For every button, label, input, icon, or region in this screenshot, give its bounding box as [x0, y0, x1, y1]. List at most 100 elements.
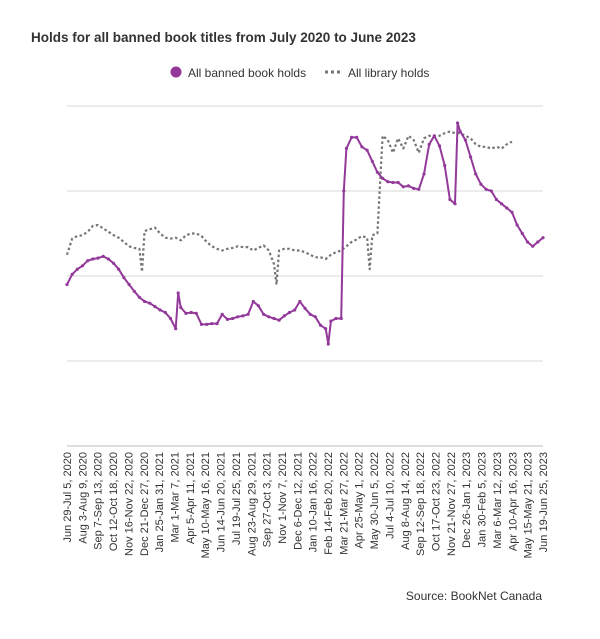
data-point-banned-holds[interactable]	[80, 264, 85, 268]
data-point-banned-holds[interactable]	[241, 314, 245, 318]
legend[interactable]: All banned book holds All library holds	[170, 66, 430, 80]
data-point-banned-holds[interactable]	[205, 322, 209, 326]
data-point-banned-holds[interactable]	[339, 316, 343, 321]
data-point-banned-holds[interactable]	[251, 299, 255, 304]
data-point-banned-holds[interactable]	[396, 180, 400, 185]
data-point-banned-holds[interactable]	[137, 295, 141, 299]
data-point-banned-holds[interactable]	[148, 301, 152, 305]
data-point-banned-holds[interactable]	[463, 138, 467, 142]
data-point-banned-holds[interactable]	[458, 129, 462, 134]
data-point-banned-holds[interactable]	[65, 282, 69, 287]
data-point-banned-holds[interactable]	[112, 261, 116, 265]
data-point-banned-holds[interactable]	[163, 310, 167, 315]
data-point-banned-holds[interactable]	[391, 180, 395, 185]
data-point-banned-holds[interactable]	[153, 305, 157, 309]
data-point-banned-holds[interactable]	[370, 159, 374, 163]
data-point-banned-holds[interactable]	[176, 291, 180, 295]
data-point-banned-holds[interactable]	[318, 323, 323, 327]
data-point-banned-holds[interactable]	[505, 206, 509, 210]
data-point-banned-holds[interactable]	[401, 185, 405, 189]
data-point-banned-holds[interactable]	[220, 312, 224, 316]
data-point-banned-holds[interactable]	[215, 322, 219, 326]
data-point-banned-holds[interactable]	[494, 197, 498, 202]
data-point-banned-holds[interactable]	[329, 319, 333, 323]
data-point-banned-holds[interactable]	[386, 180, 390, 184]
data-point-banned-holds[interactable]	[427, 142, 431, 146]
data-point-banned-holds[interactable]	[324, 327, 328, 331]
data-point-banned-holds[interactable]	[189, 310, 193, 315]
data-point-banned-holds[interactable]	[456, 121, 460, 125]
data-point-banned-holds[interactable]	[101, 254, 105, 258]
data-point-banned-holds[interactable]	[168, 316, 173, 321]
data-point-banned-holds[interactable]	[231, 316, 235, 321]
data-point-banned-holds[interactable]	[474, 172, 478, 176]
data-point-banned-holds[interactable]	[422, 172, 426, 176]
data-point-banned-holds[interactable]	[406, 184, 411, 188]
data-point-banned-holds[interactable]	[117, 267, 121, 271]
data-point-banned-holds[interactable]	[350, 135, 354, 139]
data-point-banned-holds[interactable]	[303, 306, 307, 310]
data-point-banned-holds[interactable]	[453, 202, 457, 206]
data-point-banned-holds[interactable]	[132, 289, 136, 293]
data-point-banned-holds[interactable]	[443, 163, 447, 168]
data-point-banned-holds[interactable]	[342, 189, 346, 193]
data-point-banned-holds[interactable]	[210, 322, 214, 326]
data-point-banned-holds[interactable]	[272, 316, 276, 321]
data-point-banned-holds[interactable]	[531, 244, 535, 248]
data-point-banned-holds[interactable]	[143, 299, 147, 304]
data-point-banned-holds[interactable]	[225, 317, 229, 321]
x-tick-label: Dec 6-Dec 12, 2021	[292, 452, 304, 550]
data-point-banned-holds[interactable]	[287, 310, 292, 315]
data-point-banned-holds[interactable]	[194, 311, 198, 315]
data-point-banned-holds[interactable]	[308, 312, 312, 316]
data-point-banned-holds[interactable]	[469, 155, 473, 159]
data-point-banned-holds[interactable]	[326, 342, 330, 346]
data-point-banned-holds[interactable]	[122, 276, 126, 280]
data-point-banned-holds[interactable]	[432, 134, 436, 138]
data-point-banned-holds[interactable]	[375, 170, 379, 174]
data-point-banned-holds[interactable]	[256, 304, 260, 308]
data-point-banned-holds[interactable]	[293, 308, 297, 312]
data-point-banned-holds[interactable]	[365, 148, 369, 152]
data-point-banned-holds[interactable]	[520, 231, 524, 236]
data-point-banned-holds[interactable]	[437, 144, 442, 148]
data-point-banned-holds[interactable]	[91, 257, 95, 261]
data-point-banned-holds[interactable]	[70, 272, 74, 276]
data-point-banned-holds[interactable]	[179, 305, 183, 310]
data-point-banned-holds[interactable]	[381, 176, 385, 180]
data-point-banned-holds[interactable]	[525, 240, 530, 244]
data-point-banned-holds[interactable]	[298, 299, 302, 304]
data-point-banned-holds[interactable]	[412, 186, 416, 190]
data-point-banned-holds[interactable]	[448, 197, 452, 202]
data-point-banned-holds[interactable]	[174, 327, 178, 331]
data-point-banned-holds[interactable]	[86, 259, 90, 263]
data-point-banned-holds[interactable]	[541, 236, 545, 240]
data-point-banned-holds[interactable]	[184, 311, 188, 315]
data-point-banned-holds[interactable]	[344, 146, 348, 151]
data-point-banned-holds[interactable]	[127, 282, 131, 287]
data-point-banned-holds[interactable]	[355, 135, 359, 139]
data-point-banned-holds[interactable]	[75, 267, 79, 271]
data-point-banned-holds[interactable]	[236, 315, 240, 319]
data-point-banned-holds[interactable]	[479, 182, 483, 186]
data-point-banned-holds[interactable]	[484, 187, 488, 191]
data-point-banned-holds[interactable]	[106, 257, 110, 261]
data-point-banned-holds[interactable]	[96, 256, 100, 260]
data-point-banned-holds[interactable]	[500, 202, 504, 206]
data-point-banned-holds[interactable]	[360, 145, 364, 149]
data-point-banned-holds[interactable]	[246, 312, 250, 316]
data-point-banned-holds[interactable]	[510, 210, 514, 214]
data-point-banned-holds[interactable]	[267, 315, 271, 319]
data-point-banned-holds[interactable]	[334, 316, 338, 321]
data-point-banned-holds[interactable]	[417, 187, 421, 191]
data-point-banned-holds[interactable]	[199, 322, 204, 326]
data-point-banned-holds[interactable]	[313, 315, 317, 319]
data-point-banned-holds[interactable]	[282, 314, 286, 318]
x-tick-label: Apr 25-May 1, 2022	[354, 452, 366, 549]
data-point-banned-holds[interactable]	[515, 223, 519, 227]
data-point-banned-holds[interactable]	[158, 308, 162, 312]
data-point-banned-holds[interactable]	[262, 312, 266, 316]
data-point-banned-holds[interactable]	[277, 318, 281, 322]
data-point-banned-holds[interactable]	[536, 240, 540, 244]
data-point-banned-holds[interactable]	[489, 189, 493, 193]
